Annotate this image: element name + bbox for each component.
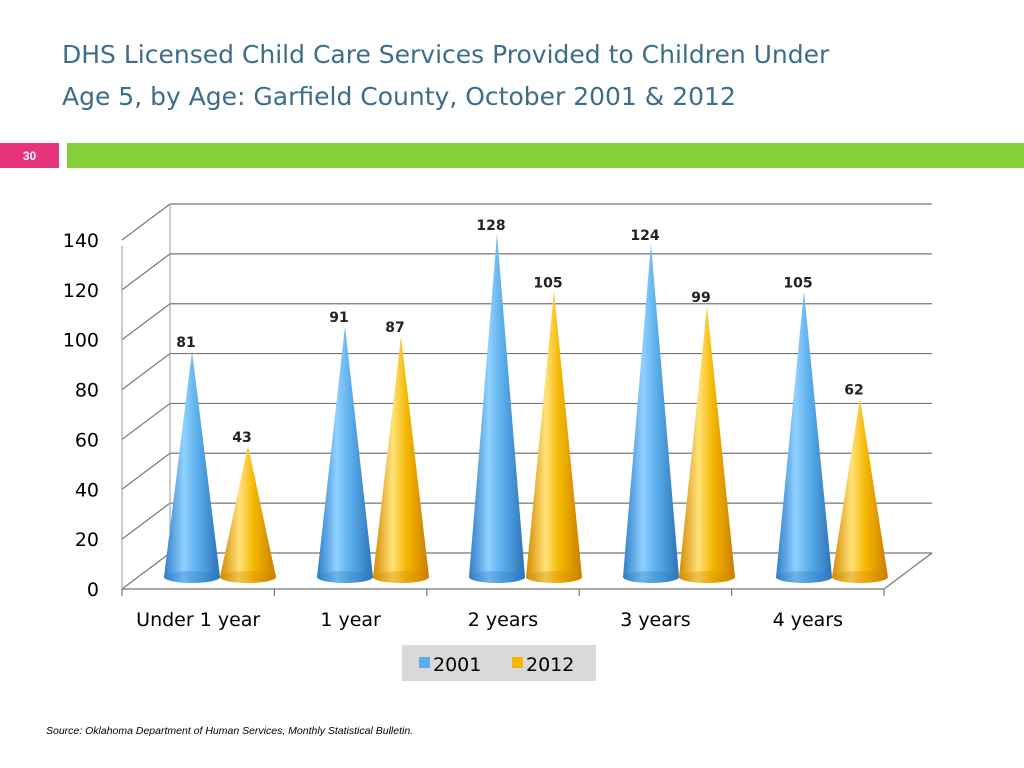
data-label: 43 <box>232 430 251 446</box>
cone-2001-0 <box>164 351 220 583</box>
cone-2012-2 <box>526 291 582 583</box>
data-label: 105 <box>533 275 562 291</box>
y-tick-label: 40 <box>75 479 99 501</box>
x-tick-label: Under 1 year <box>136 609 260 631</box>
data-label: 124 <box>630 228 659 244</box>
cone-2001-4 <box>776 291 832 583</box>
cone-2012-1 <box>373 336 429 583</box>
y-tick-label: 100 <box>63 330 99 352</box>
slide-title-line-2: Age 5, by Age: Garfield County, October … <box>62 82 736 111</box>
slide-title: DHS Licensed Child Care Services Provide… <box>62 34 962 118</box>
x-tick-label: 4 years <box>773 609 843 631</box>
chart-legend: 2001 2012 <box>402 645 596 681</box>
cone-2012-4 <box>832 398 888 583</box>
x-tick-label: 3 years <box>620 609 690 631</box>
cone-2001-3 <box>623 243 679 583</box>
y-tick-label: 20 <box>75 529 99 551</box>
cone-2012-3 <box>679 306 735 583</box>
data-label: 62 <box>844 382 863 398</box>
slide-title-line-1: DHS Licensed Child Care Services Provide… <box>62 40 830 69</box>
legend-label-2001: 2001 <box>433 654 481 676</box>
y-tick-label: 60 <box>75 429 99 451</box>
cone-2001-1 <box>317 326 373 583</box>
legend-label-2012: 2012 <box>526 654 574 676</box>
legend-swatch-2012 <box>512 657 523 668</box>
y-tick-label: 0 <box>87 579 99 601</box>
legend-swatch-2001 <box>419 657 430 668</box>
data-label: 105 <box>783 275 812 291</box>
cone-2001-2 <box>469 233 525 583</box>
y-tick-label: 80 <box>75 380 99 402</box>
data-label: 128 <box>476 218 505 234</box>
data-label: 81 <box>176 335 195 351</box>
accent-bar <box>67 143 1024 168</box>
source-note: Source: Oklahoma Department of Human Ser… <box>46 725 414 737</box>
data-label: 87 <box>385 320 404 336</box>
x-tick-label: 1 year <box>320 609 381 631</box>
x-tick-label: 2 years <box>468 609 538 631</box>
data-label: 99 <box>691 290 710 306</box>
cone-2012-0 <box>220 445 276 583</box>
y-tick-label: 120 <box>63 280 99 302</box>
slide-number: 30 <box>0 143 59 168</box>
y-tick-label: 140 <box>63 230 99 252</box>
data-label: 91 <box>329 310 348 326</box>
